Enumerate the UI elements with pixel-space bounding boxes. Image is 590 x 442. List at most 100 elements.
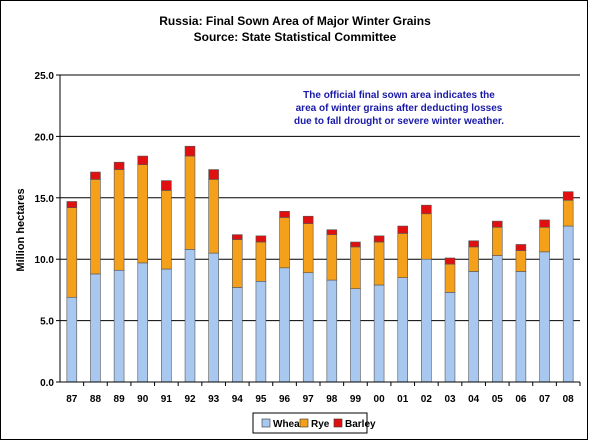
bar-wheat-87 (66, 296, 78, 383)
bar-rye-98 (326, 234, 338, 281)
bar-barley-05 (492, 220, 503, 228)
legend: Wheat Rye Barley (252, 412, 376, 434)
y-tick-label: 25.0 (35, 71, 55, 82)
bar-rye-04 (468, 246, 479, 272)
x-tick-label: 99 (350, 394, 362, 405)
bars (66, 145, 574, 383)
bar-rye-90 (137, 164, 148, 264)
bar-barley-93 (208, 169, 219, 180)
bar-wheat-90 (137, 262, 148, 383)
bar-rye-03 (444, 263, 456, 293)
bar-rye-93 (208, 179, 219, 254)
bar-wheat-01 (397, 277, 408, 383)
bar-barley-96 (279, 211, 290, 218)
bar-barley-00 (373, 235, 385, 243)
x-tick-label: 98 (326, 394, 338, 405)
bar-wheat-03 (444, 292, 456, 383)
x-tick-label: 87 (66, 394, 78, 405)
x-tick-label: 00 (374, 394, 386, 405)
legend-swatch-wheat (261, 418, 271, 428)
chart-subtitle: Source: State Statistical Committee (194, 30, 397, 44)
bar-barley-01 (397, 225, 408, 234)
bar-barley-88 (90, 171, 101, 180)
bar-barley-07 (539, 219, 550, 228)
bar-rye-02 (421, 213, 432, 260)
bar-wheat-91 (161, 268, 172, 383)
bar-wheat-88 (90, 273, 101, 383)
legend-label-wheat: Wheat (273, 419, 304, 430)
bar-wheat-08 (562, 225, 574, 383)
bar-rye-92 (184, 155, 196, 250)
bar-wheat-93 (208, 252, 219, 383)
bar-wheat-02 (421, 258, 432, 383)
x-tick-label: 89 (114, 394, 126, 405)
x-tick-label: 91 (161, 394, 173, 405)
bar-rye-07 (539, 226, 550, 253)
legend-swatch-rye (299, 418, 309, 428)
x-tick-label: 08 (563, 394, 575, 405)
legend-label-barley: Barley (345, 419, 376, 430)
y-tick-label: 5.0 (40, 317, 54, 328)
x-tick-label: 94 (232, 394, 244, 405)
x-tick-label: 97 (303, 394, 315, 405)
annotation-line-1: The official final sown area indicates t… (303, 90, 495, 101)
bar-wheat-99 (350, 288, 361, 383)
bar-wheat-94 (232, 287, 243, 383)
legend-label-rye: Rye (311, 419, 330, 430)
x-tick-label: 05 (492, 394, 504, 405)
bar-wheat-95 (255, 281, 267, 383)
bar-rye-88 (90, 179, 101, 275)
chart-title: Russia: Final Sown Area of Major Winter … (159, 14, 431, 28)
bar-barley-98 (326, 229, 338, 235)
bar-rye-94 (232, 239, 243, 288)
bar-wheat-05 (492, 255, 503, 383)
bar-rye-08 (562, 199, 574, 227)
bar-barley-92 (184, 145, 196, 157)
bar-wheat-89 (113, 269, 125, 383)
x-tick-label: 95 (255, 394, 267, 405)
y-axis-label: Million hectares (15, 188, 27, 271)
bar-rye-00 (373, 241, 385, 286)
bar-wheat-97 (302, 272, 314, 383)
bar-rye-99 (350, 246, 361, 289)
bar-barley-99 (350, 241, 361, 248)
bar-rye-97 (302, 223, 314, 274)
x-tick-label: 01 (397, 394, 409, 405)
bar-wheat-06 (515, 271, 527, 383)
bar-barley-87 (66, 201, 78, 208)
x-tick-label: 04 (468, 394, 480, 405)
y-tick-label: 10.0 (35, 255, 55, 266)
bar-wheat-96 (279, 267, 290, 383)
x-axis: 87 88 89 90 91 92 93 94 95 96 97 98 99 00 01 02 03 04 05 06… (60, 381, 581, 405)
bar-barley-91 (161, 180, 172, 191)
x-tick-label: 06 (515, 394, 527, 405)
bar-barley-89 (113, 161, 125, 170)
x-tick-label: 03 (444, 394, 456, 405)
bar-barley-97 (302, 215, 314, 224)
x-tick-label: 90 (137, 394, 149, 405)
bar-wheat-98 (326, 279, 338, 383)
bar-wheat-92 (184, 249, 196, 383)
annotation-line-2: area of winter grains after deducting lo… (296, 103, 503, 114)
bar-barley-94 (232, 234, 243, 240)
bar-rye-87 (66, 207, 78, 298)
bar-barley-06 (515, 244, 527, 251)
bar-barley-08 (562, 191, 574, 201)
legend-box (252, 412, 368, 434)
bar-barley-95 (255, 235, 267, 243)
bar-barley-03 (444, 257, 456, 265)
x-tick-label: 02 (421, 394, 433, 405)
bar-rye-06 (515, 250, 527, 272)
x-tick-label: 88 (90, 394, 102, 405)
bar-rye-95 (255, 241, 267, 282)
bar-wheat-04 (468, 271, 479, 383)
bar-rye-96 (279, 217, 290, 269)
bar-wheat-07 (539, 251, 550, 383)
bar-rye-05 (492, 226, 503, 256)
bar-barley-02 (421, 204, 432, 215)
x-tick-label: 07 (539, 394, 551, 405)
bar-rye-01 (397, 233, 408, 278)
x-tick-label: 92 (184, 394, 196, 405)
bar-rye-89 (113, 169, 125, 271)
